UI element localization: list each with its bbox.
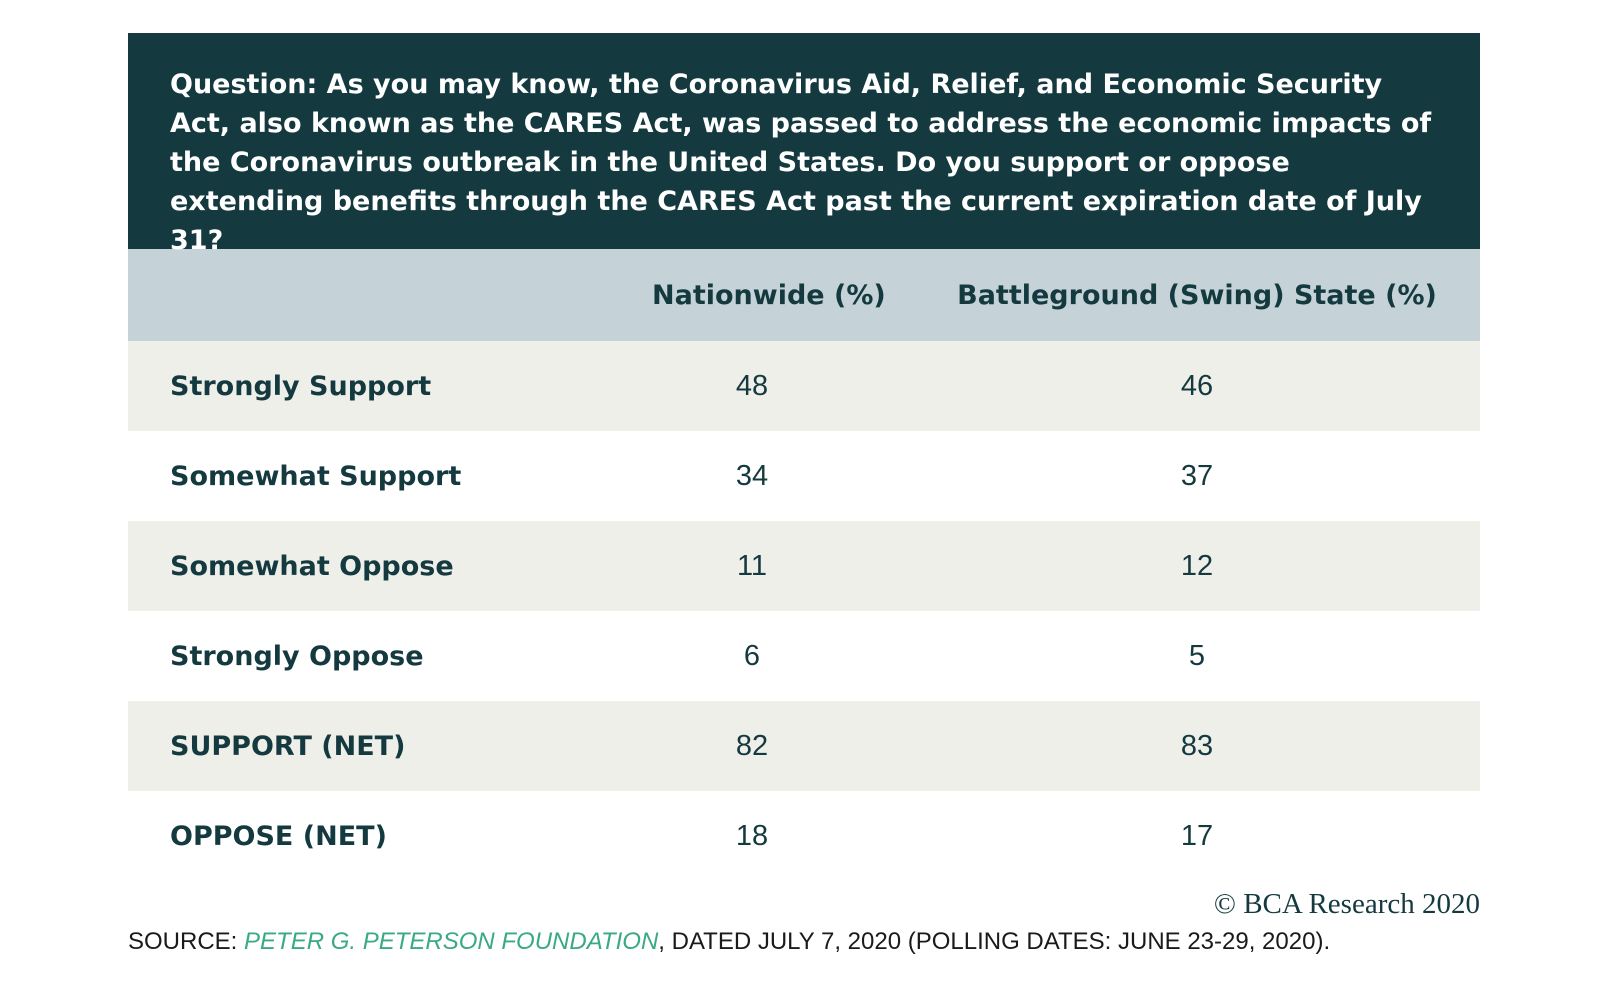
nationwide-value: 11 — [736, 549, 768, 582]
row-label: Somewhat Oppose — [170, 550, 454, 582]
battleground-value: 83 — [1180, 729, 1214, 762]
battleground-value: 46 — [1180, 369, 1214, 402]
nationwide-value: 34 — [735, 459, 769, 492]
row-label: Strongly Oppose — [170, 640, 424, 672]
table-row-somewhat-support: Somewhat Support 34 37 — [128, 431, 1480, 521]
question-text: Question: As you may know, the Coronavir… — [128, 33, 1480, 256]
source-link[interactable]: PETER G. PETERSON FOUNDATION — [244, 928, 659, 955]
table-row-oppose-net: OPPOSE (NET) 18 17 — [128, 791, 1480, 881]
battleground-value: 12 — [1180, 549, 1214, 582]
header-nationwide: Nationwide (%) — [652, 279, 886, 311]
nationwide-value: 48 — [735, 369, 769, 402]
table-row-somewhat-oppose: Somewhat Oppose 11 12 — [128, 521, 1480, 611]
nationwide-value: 18 — [735, 819, 769, 852]
table-header-row: Nationwide (%) Battleground (Swing) Stat… — [128, 249, 1480, 341]
row-label: SUPPORT (NET) — [170, 730, 406, 762]
source-note: SOURCE: PETER G. PETERSON FOUNDATION, DA… — [128, 928, 1330, 956]
nationwide-value: 82 — [735, 729, 769, 762]
battleground-value: 37 — [1180, 459, 1214, 492]
source-suffix: , DATED JULY 7, 2020 (POLLING DATES: JUN… — [658, 928, 1331, 955]
row-label: OPPOSE (NET) — [170, 820, 387, 852]
row-label: Somewhat Support — [170, 460, 462, 492]
nationwide-value: 6 — [743, 639, 761, 672]
battleground-value: 17 — [1180, 819, 1214, 852]
table-row-support-net: SUPPORT (NET) 82 83 — [128, 701, 1480, 791]
poll-table: Question: As you may know, the Coronavir… — [128, 33, 1480, 881]
copyright-notice: © BCA Research 2020 — [1213, 888, 1480, 920]
source-prefix: SOURCE: — [128, 928, 245, 955]
table-row-strongly-support: Strongly Support 48 46 — [128, 341, 1480, 431]
battleground-value: 5 — [1188, 639, 1206, 672]
header-battleground: Battleground (Swing) State (%) — [957, 279, 1437, 311]
row-label: Strongly Support — [170, 370, 432, 402]
table-row-strongly-oppose: Strongly Oppose 6 5 — [128, 611, 1480, 701]
